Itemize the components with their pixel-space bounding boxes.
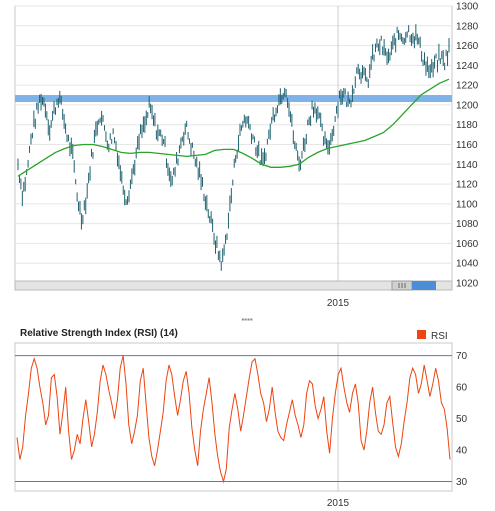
rsi-y-tick-label: 50 xyxy=(456,414,468,425)
price-y-tick-label: 1100 xyxy=(456,199,478,210)
price-y-tick-label: 1040 xyxy=(456,259,479,270)
rsi-y-tick-label: 30 xyxy=(456,477,468,488)
rsi-plot-area xyxy=(14,342,453,492)
scrollbar-track[interactable] xyxy=(14,280,453,291)
price-y-tick-label: 1120 xyxy=(456,180,478,191)
rsi-y-axis: 70 60 50 40 30 xyxy=(456,351,468,488)
price-y-tick-label: 1240 xyxy=(456,61,479,72)
rsi-y-tick-label: 70 xyxy=(456,351,468,362)
price-y-tick-label: 1020 xyxy=(456,279,479,290)
price-y-tick-label: 1160 xyxy=(456,140,478,151)
support-band xyxy=(15,95,452,102)
rsi-legend-swatch xyxy=(417,330,426,339)
price-gridlines xyxy=(15,5,452,284)
rsi-panel: Relative Strength Index (RSI) (14) RSI 7… xyxy=(14,328,468,509)
price-y-axis: 1300 1280 1260 1240 1220 1200 1180 1160 1140 1120… xyxy=(456,2,479,290)
price-y-tick-label: 1300 xyxy=(456,2,479,13)
rsi-y-tick-label: 60 xyxy=(456,383,468,394)
price-panel: 1300 1280 1260 1240 1220 1200 1180 1160 1140 1120… xyxy=(14,2,479,290)
rsi-reference-lines xyxy=(15,355,452,483)
rsi-line xyxy=(16,355,451,484)
moving-average-line xyxy=(17,78,450,177)
panel-resize-handle[interactable]: ▪▪▪▪ xyxy=(241,315,253,324)
price-y-tick-label: 1200 xyxy=(456,100,479,111)
rsi-y-tick-label: 40 xyxy=(456,446,468,457)
time-scrollbar[interactable] xyxy=(14,280,453,291)
price-y-tick-label: 1180 xyxy=(456,120,478,131)
price-y-tick-label: 1080 xyxy=(456,219,479,230)
price-y-tick-label: 1220 xyxy=(456,81,479,92)
rsi-x-tick-label: 2015 xyxy=(327,498,350,509)
price-y-tick-label: 1140 xyxy=(456,160,478,171)
price-y-tick-label: 1280 xyxy=(456,21,479,32)
price-y-tick-label: 1260 xyxy=(456,41,479,52)
price-bars xyxy=(17,24,450,271)
scrollbar-range[interactable] xyxy=(412,281,436,290)
rsi-title: Relative Strength Index (RSI) (14) xyxy=(20,328,178,339)
rsi-legend-label: RSI xyxy=(431,331,448,342)
scrollbar-grip-icon[interactable] xyxy=(398,283,406,288)
price-x-tick-label: 2015 xyxy=(327,298,350,309)
price-y-tick-label: 1060 xyxy=(456,239,479,250)
